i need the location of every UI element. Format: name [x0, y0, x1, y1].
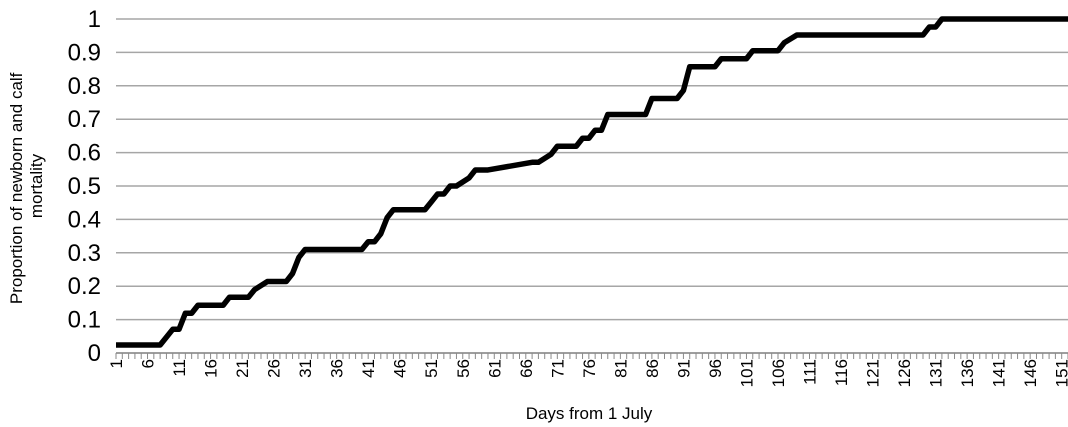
x-tick-label: 126 [895, 359, 914, 387]
x-tick-label: 116 [832, 359, 851, 386]
y-axis-label-line-2: mortality [27, 153, 46, 218]
y-tick-label: 0.4 [68, 206, 101, 233]
y-axis-label-line-1: Proportion of newborn and calf [7, 72, 26, 304]
x-tick-label: 11 [170, 359, 189, 377]
x-axis-label: Days from 1 July [526, 404, 653, 423]
x-tick-label: 16 [202, 359, 221, 378]
y-tick-label: 0.3 [68, 240, 101, 267]
gridlines [116, 18, 1068, 321]
x-tick-label: 101 [737, 359, 756, 387]
x-tick-label: 66 [517, 359, 536, 378]
y-axis-label: Proportion of newborn and calf mortality [7, 68, 46, 304]
x-axis [115, 352, 1068, 359]
y-tick-label: 0.6 [68, 140, 101, 167]
y-tick-label: 1 [88, 6, 101, 33]
x-tick-label: 121 [864, 359, 883, 387]
x-tick-label: 151 [1053, 359, 1068, 387]
y-tick-label: 0.2 [68, 273, 101, 300]
x-tick-label: 71 [548, 359, 567, 378]
x-tick-label: 1 [107, 359, 126, 368]
series-line [116, 16, 1068, 348]
y-tick-label: 0.1 [68, 307, 101, 334]
x-tick-label: 76 [580, 359, 599, 378]
x-tick-label: 61 [485, 359, 504, 378]
x-tick-label: 56 [454, 359, 473, 378]
x-tick-label: 6 [139, 359, 158, 368]
x-tick-label: 36 [328, 359, 347, 378]
y-tick-label: 0.8 [68, 73, 101, 100]
x-tick-label: 131 [927, 359, 946, 387]
x-tick-labels: 1 6 11 16 21 26 31 36 41 46 51 56 61 66 71 76 81 86 91 96 10… [107, 359, 1068, 387]
x-tick-label: 141 [990, 359, 1009, 387]
x-tick-label: 146 [1021, 359, 1040, 387]
y-tick-label: 0.5 [68, 173, 101, 200]
x-tick-label: 111 [801, 359, 820, 385]
x-tick-label: 86 [643, 359, 662, 378]
x-tick-label: 31 [296, 359, 315, 378]
x-tick-label: 81 [611, 359, 630, 378]
x-tick-label: 106 [769, 359, 788, 387]
x-tick-label: 41 [359, 359, 378, 378]
x-tick-label: 26 [265, 359, 284, 378]
y-tick-label: 0 [88, 340, 101, 367]
x-tick-label: 21 [233, 359, 252, 378]
y-tick-label: 0.7 [68, 106, 101, 133]
y-tick-label: 0.9 [68, 39, 101, 66]
x-tick-label: 136 [958, 359, 977, 387]
x-tick-label: 91 [674, 359, 693, 378]
x-tick-label: 46 [391, 359, 410, 378]
x-tick-label: 51 [422, 359, 441, 378]
series-layer [116, 16, 1068, 348]
x-tick-label: 96 [706, 359, 725, 378]
y-tick-labels: 0 0.1 0.2 0.3 0.4 0.5 0.6 0.7 0.8 0.9 1 [68, 6, 101, 367]
